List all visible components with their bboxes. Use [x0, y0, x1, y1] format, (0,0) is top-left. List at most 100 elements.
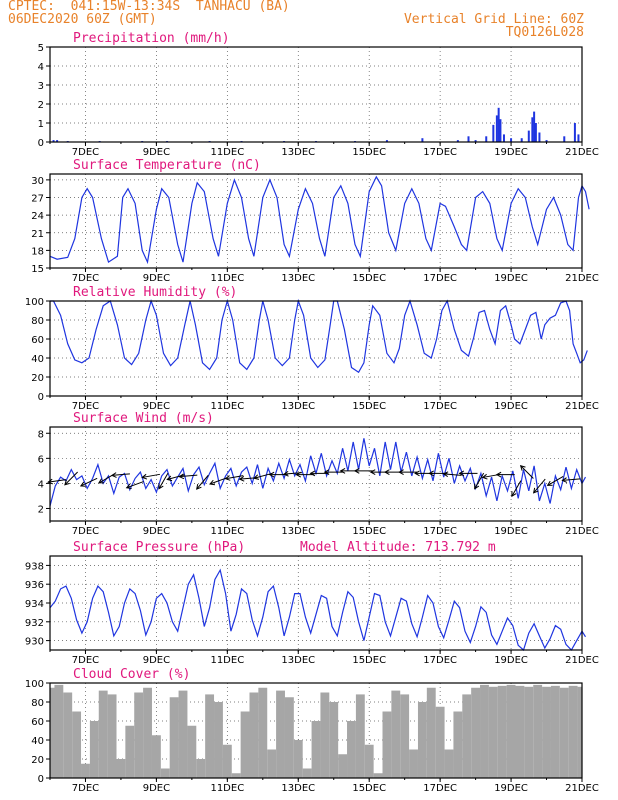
y-tick-label: 24 [31, 211, 44, 222]
cloud-bar [559, 687, 569, 778]
x-tick-label: 9DEC [143, 273, 170, 284]
cloud-bar [54, 684, 64, 778]
x-tick-label: 9DEC [143, 147, 170, 158]
y-tick-label: 100 [25, 679, 44, 690]
panel-frame [49, 682, 583, 779]
wind-arrow [225, 475, 244, 480]
x-tick-label: 15DEC [352, 655, 386, 666]
wind-arrow [253, 473, 272, 479]
wind-arrow-head [295, 471, 301, 478]
panel-frame [49, 173, 583, 269]
series-line [49, 175, 590, 265]
y-tick-label: 20 [31, 373, 44, 384]
y-tick-label: 15 [31, 264, 44, 275]
y-tick-label: 20 [31, 755, 44, 766]
wind-arrow [533, 478, 546, 494]
wind-arrow-head [511, 491, 517, 498]
precip-bar [485, 136, 488, 142]
y-tick-label: 40 [31, 354, 44, 365]
cloud-bar [533, 684, 543, 778]
panel-title: Surface Pressure (hPa) [73, 540, 245, 555]
wind-arrow-head [519, 465, 526, 471]
cloud-bar [320, 692, 330, 778]
cloud-bar [72, 711, 82, 778]
y-tick-label: 4 [38, 62, 44, 73]
wind-arrow [196, 474, 209, 490]
wind-arrow-head [141, 473, 148, 480]
cloud-bar [568, 685, 578, 778]
x-tick-label: 11DEC [210, 273, 244, 284]
y-tick-label: 27 [31, 194, 44, 205]
wind-arrow [443, 473, 462, 476]
cloud-bar [400, 694, 410, 778]
cloud-bar [293, 740, 303, 778]
precip-bar [510, 138, 513, 142]
precip-bar [520, 138, 523, 142]
panel-frame [49, 426, 583, 522]
wind-arrow-head [178, 473, 185, 480]
wind-arrow-head [309, 470, 316, 477]
wind-arrow [126, 481, 144, 489]
precip-bar [456, 140, 459, 142]
y-tick-label: 0 [38, 138, 44, 149]
y-tick-label: 100 [25, 297, 44, 308]
cloud-bar [338, 754, 348, 778]
precip-bar [467, 136, 470, 142]
x-tick-label: 7DEC [72, 526, 99, 537]
wind-arrow-head [383, 469, 390, 475]
x-tick-label: 15DEC [352, 783, 386, 794]
y-tick-label: 934 [25, 599, 44, 610]
cloud-bar [240, 711, 250, 778]
precip-bar [573, 123, 576, 142]
x-tick-label: 19DEC [494, 783, 528, 794]
precip-bar [495, 115, 498, 142]
x-tick-label: 15DEC [352, 147, 386, 158]
cloud-bar [329, 702, 339, 778]
wind-arrow-head [268, 471, 275, 478]
x-tick-label: 13DEC [281, 401, 315, 412]
wind-arrow-head [110, 472, 117, 478]
cloud-bar [98, 690, 108, 778]
x-tick-label: 13DEC [281, 526, 315, 537]
precip-bar [421, 138, 424, 142]
cloud-bar [435, 706, 445, 778]
precip-bar [531, 117, 534, 142]
cloud-bar [347, 721, 356, 778]
y-tick-label: 6 [38, 454, 44, 465]
y-tick-label: 18 [31, 246, 44, 257]
wind-arrow [111, 473, 130, 476]
precip-bar [502, 134, 505, 142]
cloud-bar [506, 684, 516, 778]
x-tick-label: 7DEC [72, 147, 99, 158]
cloud-bar [205, 694, 215, 778]
wind-arrow [547, 475, 564, 486]
cloud-bar [426, 687, 436, 778]
y-tick-label: 60 [31, 717, 44, 728]
wind-arrow-head [98, 478, 104, 484]
wind-arrow-head [369, 469, 376, 475]
precip-bar [563, 136, 566, 142]
cloud-bar [284, 697, 294, 778]
x-tick-label: 7DEC [72, 655, 99, 666]
x-tick-label: 9DEC [143, 655, 170, 666]
wind-arrow-head [238, 475, 245, 482]
cloud-bar [169, 697, 179, 778]
wind-arrow-head [282, 470, 289, 477]
cloud-bar [382, 711, 392, 778]
y-tick-label: 80 [31, 698, 44, 709]
x-tick-label: 9DEC [143, 783, 170, 794]
wind-arrow [179, 474, 198, 478]
precip-bar [499, 119, 502, 142]
cloud-bar [550, 685, 560, 778]
panel-title: Surface Temperature (nC) [73, 158, 261, 173]
header-model-code: TQ0126L028 [505, 25, 584, 40]
y-tick-label: 1 [38, 119, 44, 130]
cloud-bar [151, 735, 161, 778]
cloud-bar [249, 692, 259, 778]
x-tick-label: 21DEC [565, 147, 599, 158]
cloud-bar [497, 685, 507, 778]
x-tick-label: 17DEC [423, 526, 457, 537]
wind-arrow [80, 477, 98, 487]
x-tick-label: 19DEC [494, 526, 528, 537]
wind-arrow-head [474, 483, 480, 490]
